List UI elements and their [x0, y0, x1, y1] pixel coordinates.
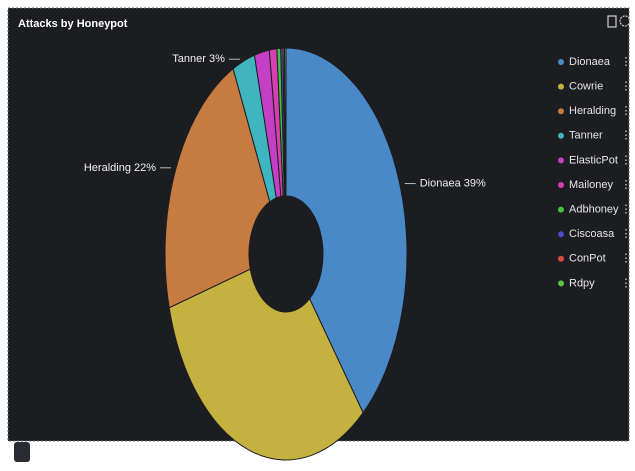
legend-label: ConPot [569, 253, 606, 265]
slice [285, 47, 408, 414]
slice-label-value: 3% [209, 53, 225, 65]
legend-label: Adbhoney [569, 204, 619, 216]
legend-swatch [558, 59, 564, 65]
legend-menu[interactable]: ⋮ [621, 253, 632, 265]
legend-menu[interactable]: ⋮ [621, 56, 632, 68]
slice-label-name: Dionaea [420, 177, 462, 189]
legend-label: Cowrie [569, 81, 603, 93]
legend-label: Heralding [569, 105, 616, 117]
legend-menu[interactable]: ⋮ [621, 179, 632, 191]
legend-menu[interactable]: ⋮ [621, 130, 632, 142]
legend-label: Ciscoasa [569, 228, 615, 240]
settings-icon-shape [619, 15, 631, 27]
export-icon-shape [607, 15, 617, 28]
slice-label-name: Heralding [84, 162, 131, 174]
legend-menu[interactable]: ⋮ [621, 154, 632, 166]
chart-title: Attacks by Honeypot [18, 18, 128, 30]
list-icon[interactable] [14, 442, 30, 462]
slice [164, 67, 271, 309]
legend-menu[interactable]: ⋮ [621, 228, 632, 240]
list-icon-shape [14, 442, 30, 462]
slice-label-name: Tanner [172, 53, 206, 65]
legend-label: Rdpy [569, 277, 595, 289]
slice-label: Dionaea 39% [420, 177, 486, 189]
legend-menu[interactable]: ⋮ [621, 277, 632, 289]
legend-menu[interactable]: ⋮ [621, 81, 632, 93]
slice [168, 268, 364, 461]
legend-label: ElasticPot [569, 154, 618, 166]
legend-swatch [558, 132, 564, 139]
legend-swatch [558, 182, 564, 188]
slice-label: Tanner 3% [172, 53, 225, 65]
legend-swatch [558, 108, 564, 115]
slice-label-value: 39% [464, 177, 486, 189]
slice [283, 47, 287, 197]
legend-swatch [558, 206, 564, 213]
legend-swatch [558, 231, 564, 238]
legend-menu[interactable]: ⋮ [621, 204, 632, 216]
legend-swatch [558, 83, 564, 90]
legend-label: Mailoney [569, 179, 614, 191]
slice-label-value: 22% [134, 162, 156, 174]
legend-swatch [558, 157, 564, 164]
slice-label: Heralding 22% [84, 162, 156, 174]
legend-label: Dionaea [569, 56, 611, 68]
legend-label: Tanner [569, 130, 603, 142]
legend-menu[interactable]: ⋮ [621, 105, 632, 117]
settings-icon[interactable] [619, 15, 631, 27]
export-icon[interactable] [607, 15, 617, 28]
legend-swatch [558, 280, 564, 287]
legend-swatch [558, 255, 564, 262]
